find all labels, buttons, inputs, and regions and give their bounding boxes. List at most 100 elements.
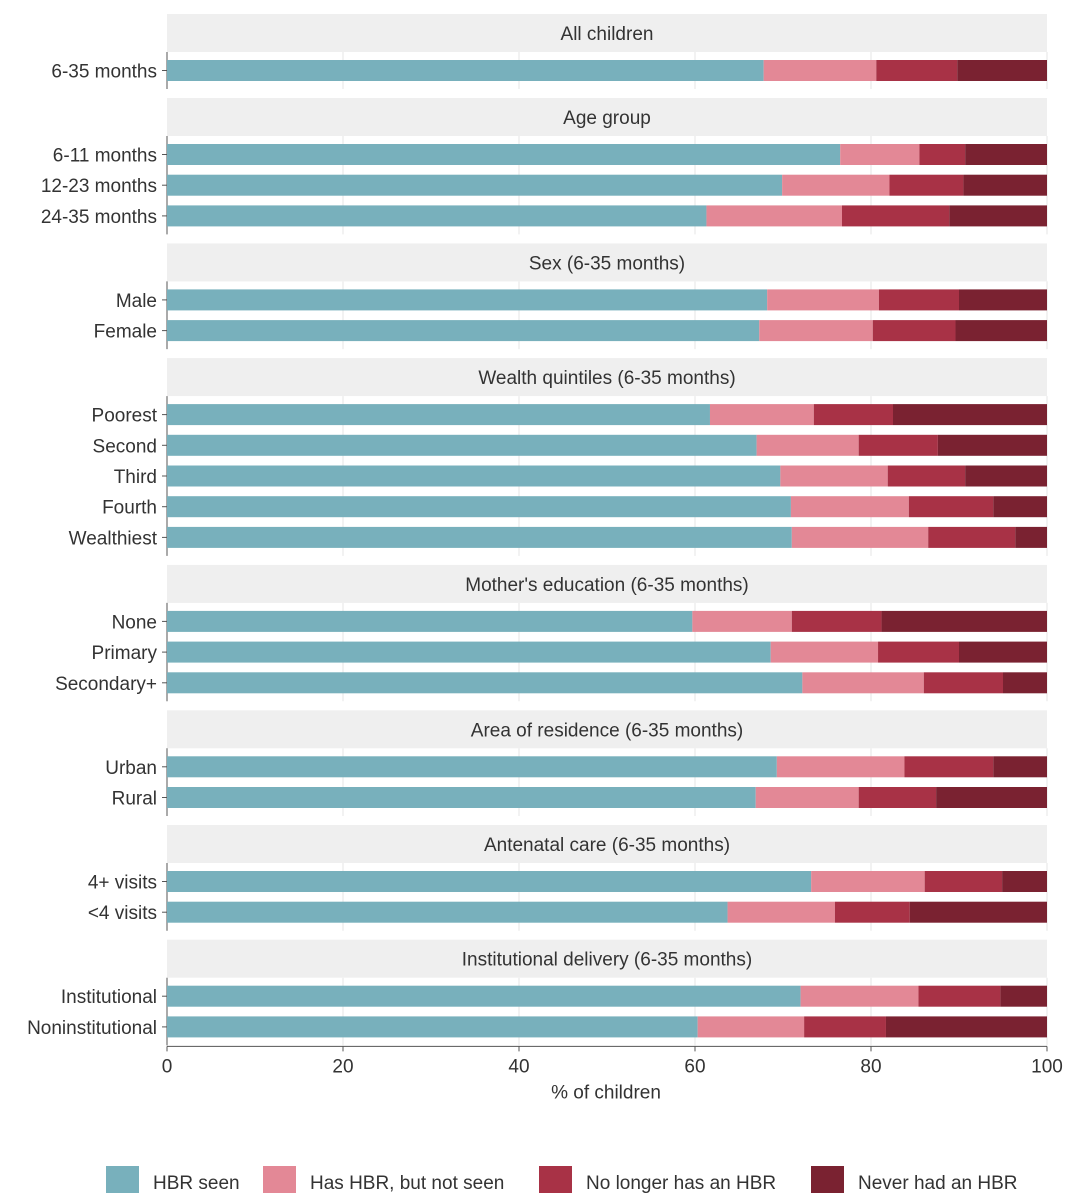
panel-strip [167,14,1047,52]
bar-segment-hbr-seen [167,289,768,311]
legend-label: Never had an HBR [858,1173,1017,1193]
category-label: Second [93,436,157,457]
bar-segment-no-longer-has-an-hbr [889,174,964,196]
bar-segment-has-hbr-but-not-seen [791,526,929,548]
x-axis-title: % of children [551,1082,661,1103]
bar-segment-has-hbr-but-not-seen [802,672,924,694]
bar-segment-never-had-an-hbr [881,610,1047,632]
legend-swatch [539,1166,572,1193]
category-label: None [112,612,157,633]
legend-item: Has HBR, but not seen [263,1166,504,1193]
bar-segment-no-longer-has-an-hbr [904,756,994,778]
bar-segment-no-longer-has-an-hbr [878,289,959,311]
panel-strip [167,564,1047,603]
legend: HBR seen Has HBR, but not seen No longer h… [106,1166,1017,1193]
legend-label: No longer has an HBR [586,1173,776,1193]
panel-5: Area of residence (6-35 months) Urban Rura… [105,710,1047,816]
bar-segment-hbr-seen [167,144,841,165]
bar-segment-no-longer-has-an-hbr [804,1016,886,1038]
panel-title: Mother's education (6-35 months) [465,575,749,596]
bar-segment-hbr-seen [167,434,757,456]
category-label: Secondary+ [55,674,157,695]
bar-segment-no-longer-has-an-hbr [876,60,958,81]
bar-segment-no-longer-has-an-hbr [841,205,950,227]
bar-segment-never-had-an-hbr [949,205,1047,227]
bar-segment-has-hbr-but-not-seen [706,205,842,227]
panel-title: Antenatal care (6-35 months) [484,835,730,856]
x-tick-label: 80 [860,1056,881,1077]
bar-segment-has-hbr-but-not-seen [840,144,920,165]
bar-segment-no-longer-has-an-hbr [928,526,1016,548]
grid-lines [166,52,1048,1046]
bar-segment-has-hbr-but-not-seen [755,787,859,808]
panels: All children 6-35 months Age group 6-11 mon… [27,14,1047,1046]
bar-segment-never-had-an-hbr [936,787,1047,808]
panel-strip [167,939,1047,978]
bar-segment-never-had-an-hbr [959,289,1047,311]
bar-segment-never-had-an-hbr [957,60,1047,81]
bar-segment-has-hbr-but-not-seen [780,465,888,487]
category-label: Fourth [102,498,157,519]
legend-item: Never had an HBR [811,1166,1017,1193]
panel-title: Wealth quintiles (6-35 months) [478,368,735,389]
bar-segment-hbr-seen [167,320,760,342]
category-label: 6-35 months [51,62,157,83]
x-axis: 0 20 40 60 80 100 [162,1045,1063,1077]
bar-segment-never-had-an-hbr [1015,526,1047,548]
bar-segment-never-had-an-hbr [959,641,1047,663]
bar-segment-hbr-seen [167,985,801,1007]
panel-title: Institutional delivery (6-35 months) [462,950,752,971]
bar-segment-has-hbr-but-not-seen [782,174,890,196]
panel-0: All children 6-35 months [51,14,1047,89]
bar-segment-has-hbr-but-not-seen [770,641,879,663]
bar-segment-no-longer-has-an-hbr [813,404,893,426]
legend-item: No longer has an HBR [539,1166,776,1193]
bar-segment-has-hbr-but-not-seen [767,289,879,311]
bar-segment-has-hbr-but-not-seen [709,404,814,426]
bar-segment-never-had-an-hbr [965,144,1047,165]
panel-strip [167,710,1047,749]
x-tick-label: 60 [684,1056,705,1077]
legend-swatch [263,1166,296,1193]
bar-segment-hbr-seen [167,787,756,808]
bar-segment-no-longer-has-an-hbr [872,320,956,342]
bar-segment-never-had-an-hbr [993,496,1047,518]
panel-4: Mother's education (6-35 months) None Prim… [55,564,1047,702]
bar-segment-never-had-an-hbr [993,756,1047,778]
bar-segment-hbr-seen [167,672,803,694]
bar-segment-hbr-seen [167,756,777,778]
bar-segment-hbr-seen [167,610,693,632]
bar-segment-no-longer-has-an-hbr [924,871,1003,892]
bar-segment-hbr-seen [167,60,764,81]
x-tick-label: 0 [162,1056,173,1077]
bar-segment-no-longer-has-an-hbr [791,610,882,632]
panel-strip [167,98,1047,136]
category-label: Third [114,467,157,488]
bar-segment-has-hbr-but-not-seen [759,320,873,342]
legend-swatch [811,1166,844,1193]
bar-segment-has-hbr-but-not-seen [756,434,859,456]
panel-1: Age group 6-11 months 12-23 months 24-35 mo… [41,98,1047,235]
x-tick-label: 100 [1031,1056,1063,1077]
category-label: 24-35 months [41,207,157,228]
panel-7: Institutional delivery (6-35 months) Inst… [27,939,1047,1046]
bar-segment-never-had-an-hbr [909,901,1047,923]
category-label: Wealthiest [69,528,158,549]
bar-segment-never-had-an-hbr [963,174,1047,196]
bar-segment-hbr-seen [167,1016,698,1038]
category-label: Female [94,322,157,343]
bar-segment-hbr-seen [167,496,791,518]
bar-segment-no-longer-has-an-hbr [918,985,1001,1007]
bar-segment-never-had-an-hbr [955,320,1047,342]
bar-segment-hbr-seen [167,205,707,227]
category-label: 6-11 months [53,146,157,167]
bar-segment-never-had-an-hbr [965,465,1047,487]
bar-segment-has-hbr-but-not-seen [692,610,792,632]
panel-strip [167,358,1047,397]
panel-strip [167,825,1047,863]
bar-segment-never-had-an-hbr [1003,672,1047,694]
panel-2: Sex (6-35 months) Male Female [94,243,1047,350]
bar-segment-has-hbr-but-not-seen [800,985,919,1007]
panel-title: Age group [563,108,651,129]
